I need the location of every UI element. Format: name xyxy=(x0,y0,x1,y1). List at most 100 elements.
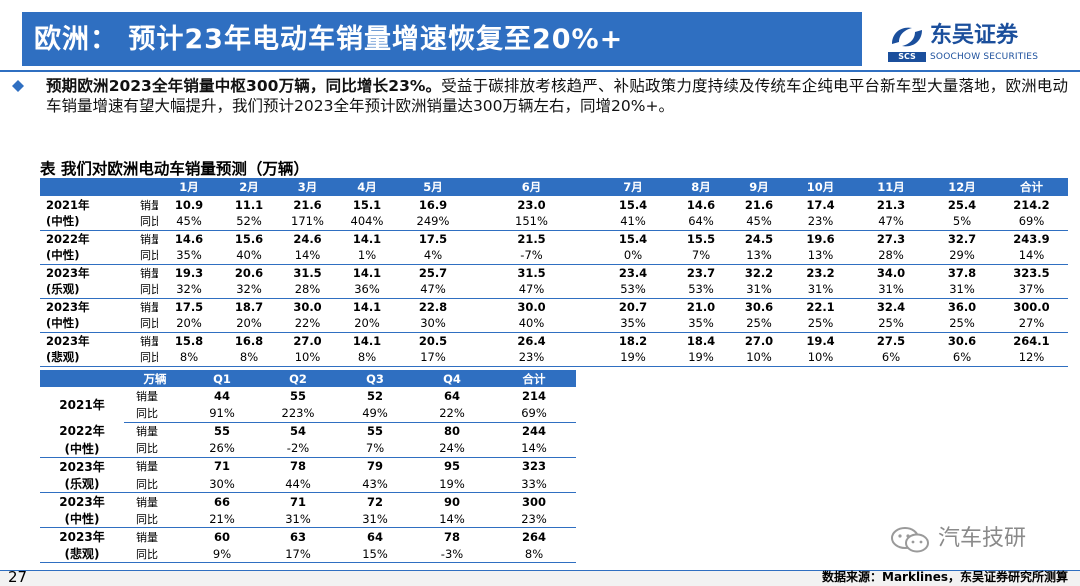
yoy-cell: 40% xyxy=(469,315,594,333)
yoy-cell: 12% xyxy=(995,349,1068,367)
sales-cell: 27.5 xyxy=(876,333,906,348)
yoy-cell: 33% xyxy=(492,474,576,494)
summary-body: 受益于碳排放考核趋严、补贴政策力度持续及传统车企纯电平台新车型大量落地，欧洲电动… xyxy=(46,77,1068,115)
sales-cell: 24.6 xyxy=(293,231,322,246)
yoy-cell: 35% xyxy=(672,315,730,333)
yoy-cell: 20% xyxy=(220,315,278,333)
title-bar xyxy=(22,12,862,66)
sales-cell: 21.0 xyxy=(686,299,716,314)
sales-cell: 15.4 xyxy=(618,197,648,212)
yoy-cell: 10% xyxy=(730,349,788,367)
yoy-cell: 9% xyxy=(186,545,258,564)
sales-cell: 20.6 xyxy=(234,265,264,280)
yoy-cell: 45% xyxy=(730,213,788,231)
yoy-cell: 404% xyxy=(337,213,397,231)
table-row: 2022年 销量 14.6 15.6 24.6 14.1 17.5 21.5 15.4 15.5 2… xyxy=(40,230,1068,247)
watermark-text: 汽车技研 xyxy=(938,526,1027,551)
sales-cell: 64 xyxy=(366,529,383,544)
yoy-cell: 7% xyxy=(672,247,730,265)
yoy-cell: 14% xyxy=(492,439,576,458)
metric-label: 同比 xyxy=(124,545,186,564)
yoy-cell: 27% xyxy=(995,315,1068,333)
sales-cell: 20.7 xyxy=(618,299,648,314)
soochow-logo-icon xyxy=(892,27,922,47)
metric-label: 销量 xyxy=(140,198,158,212)
yoy-cell: 14% xyxy=(412,510,492,529)
sales-cell: 19.3 xyxy=(174,265,204,280)
sales-cell: 16.8 xyxy=(234,333,264,348)
table-row: 同比 91% 223% 49% 22% 69% xyxy=(40,404,576,423)
sales-cell: 18.2 xyxy=(618,333,648,348)
sales-cell: 14.6 xyxy=(686,197,716,212)
yoy-cell: 23% xyxy=(788,213,853,231)
header-cell: 2月 xyxy=(220,178,278,196)
sales-cell: 55 xyxy=(366,424,383,439)
header-cell: 4月 xyxy=(337,178,397,196)
yoy-cell: 6% xyxy=(929,349,995,367)
metric-label: 销量 xyxy=(140,300,158,314)
metric-label: 销量 xyxy=(136,530,158,544)
scenario-cell: (中性) xyxy=(40,213,104,231)
metric-label: 销量 xyxy=(136,495,158,509)
yoy-cell: 0% xyxy=(594,247,672,265)
yoy-cell: 25% xyxy=(730,315,788,333)
sales-cell: 214 xyxy=(521,388,546,403)
yoy-cell: 36% xyxy=(337,281,397,299)
sales-cell: 15.8 xyxy=(174,333,204,348)
sales-cell: 52 xyxy=(366,388,383,403)
header-cell: 合计 xyxy=(995,178,1068,196)
yoy-cell: 8% xyxy=(337,349,397,367)
yoy-cell: 6% xyxy=(853,349,929,367)
sales-cell: 19.6 xyxy=(806,231,835,246)
yoy-cell: 10% xyxy=(278,349,337,367)
yoy-cell: 13% xyxy=(730,247,788,265)
yoy-cell: 5% xyxy=(929,213,995,231)
sales-cell: 21.6 xyxy=(293,197,322,212)
table-row: (中性) 同比 21% 31% 31% 14% 23% xyxy=(40,510,576,529)
scenario-cell: (悲观) xyxy=(40,349,104,367)
metric-label: 销量 xyxy=(140,334,158,348)
year-cell: 2022年 xyxy=(59,424,105,439)
sales-cell: 244 xyxy=(521,424,546,439)
yoy-cell: 249% xyxy=(397,213,469,231)
yoy-cell: 14% xyxy=(995,247,1068,265)
monthly-table-body: 2021年 销量 10.9 11.1 21.6 15.1 16.9 23.0 15.4 14.6 2… xyxy=(40,196,1068,367)
sales-cell: 95 xyxy=(443,459,460,474)
sales-cell: 31.5 xyxy=(293,265,322,280)
yoy-cell: 29% xyxy=(929,247,995,265)
sales-cell: 21.6 xyxy=(744,197,774,212)
yoy-cell: 13% xyxy=(788,247,853,265)
scenario-cell: (中性) xyxy=(40,247,104,265)
metric-label: 同比 xyxy=(104,315,158,333)
yoy-cell: 151% xyxy=(469,213,594,231)
yoy-cell: 23% xyxy=(492,510,576,529)
table-row: (悲观) 同比 9% 17% 15% -3% 8% xyxy=(40,545,576,564)
sales-cell: 17.5 xyxy=(418,231,448,246)
scenario-cell: (悲观) xyxy=(40,545,124,564)
header-cell: 12月 xyxy=(929,178,995,196)
sales-cell: 11.1 xyxy=(234,197,264,212)
table-row: (乐观) 同比 32% 32% 28% 36% 47% 47% 53% 53% 31% 31% 31% 3… xyxy=(40,281,1068,299)
header-cell: 5月 xyxy=(397,178,469,196)
table-row: (中性) 同比 20% 20% 22% 20% 30% 40% 35% 35% 25% 25% 25% 2… xyxy=(40,315,1068,333)
yoy-cell: 20% xyxy=(158,315,220,333)
sales-cell: 22.1 xyxy=(806,299,835,314)
sales-cell: 264.1 xyxy=(1013,333,1050,348)
year-cell: 2021年 xyxy=(46,197,90,212)
yoy-cell: 7% xyxy=(338,439,412,458)
table-row: (中性) 同比 35% 40% 14% 1% 4% -7% 0% 7% 13% 13% 28% 29% 14… xyxy=(40,247,1068,265)
yoy-cell: 31% xyxy=(338,510,412,529)
logo-abbr: SCS xyxy=(888,52,926,62)
yoy-cell: 53% xyxy=(672,281,730,299)
sales-cell: 66 xyxy=(213,494,230,509)
yoy-cell: -3% xyxy=(412,545,492,564)
header-cell: 3月 xyxy=(278,178,337,196)
table-row: 2023年 销量 66 71 72 90 300 xyxy=(40,493,576,511)
sales-cell: 23.7 xyxy=(686,265,716,280)
table-row: (中性) 同比 45% 52% 171% 404% 249% 151% 41% 64% 45% 23%… xyxy=(40,213,1068,231)
sales-cell: 71 xyxy=(289,494,306,509)
yoy-cell: 44% xyxy=(258,474,338,494)
sales-cell: 15.6 xyxy=(234,231,264,246)
data-source: 数据来源：Marklines，东吴证券研究所测算 xyxy=(822,570,1068,584)
yoy-cell: 22% xyxy=(278,315,337,333)
